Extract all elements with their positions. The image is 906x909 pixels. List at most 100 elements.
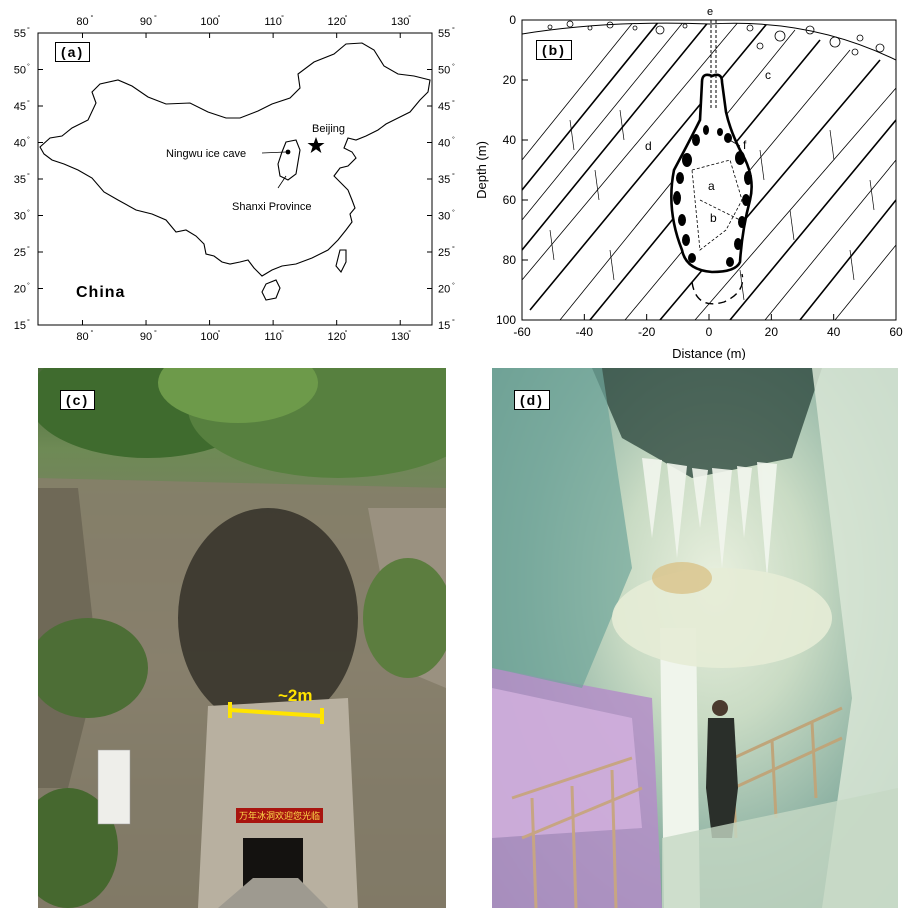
panel-a-tag: (a) xyxy=(55,42,91,62)
degree-mark: ° xyxy=(452,63,455,71)
degree-mark: ° xyxy=(452,318,455,326)
taiwan-outline xyxy=(335,249,347,273)
degree-mark: ° xyxy=(345,14,348,22)
map-top-tick-label: 80 xyxy=(76,16,88,28)
map-right-tick-label: 40 xyxy=(438,138,450,150)
beijing-label: Beijing xyxy=(312,123,345,135)
dimension-bar xyxy=(229,708,323,718)
map-bottom-tick-label: 90 xyxy=(140,331,152,343)
lower-extension xyxy=(691,273,744,305)
label-e: e xyxy=(707,6,713,18)
label-f: f xyxy=(743,138,747,152)
distance-tick-label: 0 xyxy=(706,325,713,339)
map-left-tick-label: 35 xyxy=(14,174,26,186)
info-board xyxy=(97,749,131,825)
map-bottom-tick-label: 130 xyxy=(391,331,409,343)
map-bottom-tick-label: 100 xyxy=(200,331,218,343)
degree-mark: ° xyxy=(154,14,157,22)
degree-mark: ° xyxy=(345,329,348,337)
degree-mark: ° xyxy=(452,245,455,253)
map-right-tick-label: 50 xyxy=(438,65,450,77)
map-right-tick-label: 35 xyxy=(438,174,450,186)
panel-d-photo: (d) xyxy=(492,368,898,908)
ice-blocks xyxy=(673,125,752,267)
distance-tick-label: -40 xyxy=(576,325,594,339)
map-top-tick-label: 130 xyxy=(391,16,409,28)
degree-mark: ° xyxy=(218,329,221,337)
degree-mark: ° xyxy=(27,136,30,144)
degree-mark: ° xyxy=(27,63,30,71)
map-left-tick-label: 25 xyxy=(14,247,26,259)
degree-mark: ° xyxy=(90,14,93,22)
map-bottom-tick-label: 80 xyxy=(76,331,88,343)
degree-mark: ° xyxy=(218,14,221,22)
map-frame xyxy=(37,32,433,326)
panel-b-section: e c d f a b -60 -40 -20 0 20 40 60 0 20 40 60 80 100… xyxy=(460,0,906,361)
degree-mark: ° xyxy=(27,318,30,326)
distance-axis-label: Distance (m) xyxy=(672,346,746,360)
dimension-label: ~2m xyxy=(278,686,313,705)
beijing-star-icon xyxy=(307,137,325,153)
map-top-tick-label: 100 xyxy=(200,16,218,28)
distance-tick-label: -60 xyxy=(513,325,531,339)
person-head xyxy=(712,700,728,716)
cave-leader-line xyxy=(261,151,287,154)
map-right-tick-label: 25 xyxy=(438,247,450,259)
depth-tick-label: 60 xyxy=(503,193,517,207)
degree-mark: ° xyxy=(27,172,30,180)
label-a: a xyxy=(708,179,715,193)
panel-d-tag: (d) xyxy=(514,390,550,410)
section-svg: e c d f a b -60 -40 -20 0 20 40 60 0 20 40 60 80 100… xyxy=(474,6,903,361)
degree-mark: ° xyxy=(452,209,455,217)
map-left-tick-label: 40 xyxy=(14,138,26,150)
map-top-tick-label: 110 xyxy=(264,16,282,28)
map-left-tick-label: 30 xyxy=(14,211,26,223)
degree-mark: ° xyxy=(452,136,455,144)
degree-mark: ° xyxy=(452,282,455,290)
map-right-tick-label: 55 xyxy=(438,28,450,40)
degree-mark: ° xyxy=(154,329,157,337)
distance-tick-label: 40 xyxy=(827,325,841,339)
province-label: Shanxi Province xyxy=(232,201,312,213)
degree-mark: ° xyxy=(90,329,93,337)
shanxi-outline xyxy=(277,139,301,181)
distance-tick-label: 20 xyxy=(765,325,779,339)
label-c: c xyxy=(765,68,771,82)
depth-tick-label: 40 xyxy=(503,133,517,147)
depth-tick-label: 20 xyxy=(503,73,517,87)
f-leader-line xyxy=(725,137,741,147)
degree-mark: ° xyxy=(27,99,30,107)
person-body xyxy=(706,718,738,838)
section-ticks: -60 -40 -20 0 20 40 60 0 20 40 60 80 100 xyxy=(496,13,903,339)
china-outline xyxy=(39,42,431,277)
degree-mark: ° xyxy=(27,209,30,217)
label-b: b xyxy=(710,211,717,225)
cave-location-dot xyxy=(285,149,291,155)
map-right-tick-label: 30 xyxy=(438,211,450,223)
distance-tick-label: 60 xyxy=(889,325,903,339)
degree-mark: ° xyxy=(27,282,30,290)
label-d: d xyxy=(645,139,652,153)
map-bottom-tick-label: 120 xyxy=(327,331,345,343)
entrance-sign: 万年冰洞欢迎您光临 xyxy=(236,808,324,823)
map-top-tick-label: 90 xyxy=(140,16,152,28)
degree-mark: ° xyxy=(27,245,30,253)
cave-label: Ningwu ice cave xyxy=(166,148,246,160)
ice-scene xyxy=(492,368,898,908)
degree-mark: ° xyxy=(452,26,455,34)
map-ticks: 80 ° 90 ° 100° 110 ° 120° 130°80 ° 90 ° 100° 110 ° 120°… xyxy=(14,14,455,343)
depth-tick-label: 100 xyxy=(496,313,516,327)
map-left-tick-label: 45 xyxy=(14,101,26,113)
cave-body xyxy=(670,73,753,274)
distance-tick-label: -20 xyxy=(638,325,656,339)
map-left-tick-label: 55 xyxy=(14,28,26,40)
map-right-tick-label: 45 xyxy=(438,101,450,113)
map-bottom-tick-label: 110 xyxy=(264,331,282,343)
degree-mark: ° xyxy=(408,14,411,22)
panel-c-tag: (c) xyxy=(60,390,96,410)
panel-a-map: 80 ° 90 ° 100 ° 110 ° 120 ° 130 ° 80 ° 90 ° 100 ° 110 ° 120 °… xyxy=(0,0,460,352)
province-leader-line xyxy=(277,175,287,189)
hainan-outline xyxy=(261,279,281,301)
depth-tick-label: 0 xyxy=(509,13,516,27)
panel-c-photo: ~2m 万年冰洞欢迎您光临 (c) xyxy=(38,368,446,908)
